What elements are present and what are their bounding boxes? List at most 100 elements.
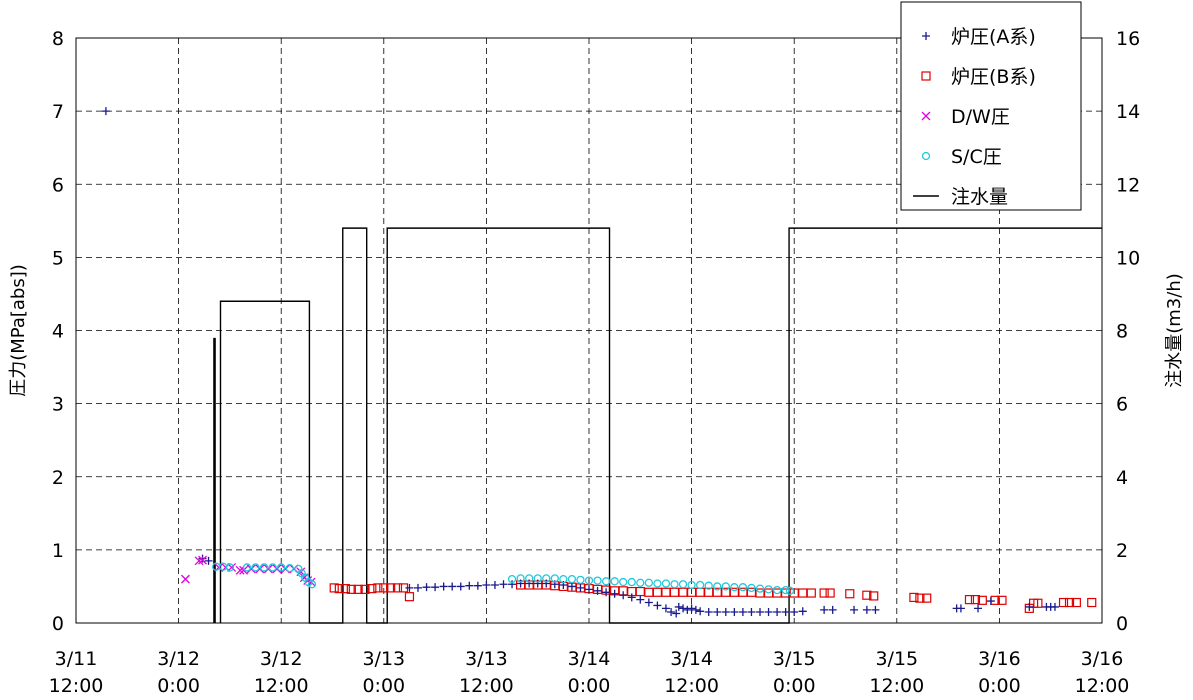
data-point-a: [661, 604, 670, 613]
data-point-b: [825, 588, 835, 598]
data-point-a: [644, 598, 653, 607]
data-point-b: [915, 593, 925, 603]
data-point-sc: [559, 574, 568, 584]
data-point-b: [909, 592, 919, 603]
y-tick-label-right: 12: [1116, 174, 1140, 196]
data-point-a: [567, 582, 576, 591]
y-tick-label-left: 5: [52, 247, 64, 269]
data-point-a: [747, 608, 756, 617]
data-point-sc: [507, 574, 517, 584]
legend-marker-b: [921, 71, 931, 81]
x-tick-label-day: 3/11: [55, 648, 98, 670]
data-point-b: [970, 594, 981, 605]
data-point-b: [964, 594, 975, 605]
data-point-b: [1033, 598, 1043, 608]
x-tick-label-time: 12:00: [254, 675, 309, 697]
x-tick-label-day: 3/15: [773, 648, 816, 670]
data-point-a: [764, 608, 773, 617]
y-tick-label-left: 1: [52, 540, 64, 562]
y-tick-label-left: 4: [52, 321, 64, 343]
y-axis-right-label: 注水量(m3/h): [1164, 273, 1185, 388]
y-tick-label-left: 8: [52, 28, 64, 50]
data-point-a: [687, 604, 696, 613]
data-point-sc: [764, 585, 773, 594]
data-point-sc: [525, 574, 534, 583]
data-point-b: [869, 591, 879, 601]
x-tick-label-time: 0:00: [978, 675, 1021, 697]
data-point-sc: [781, 585, 790, 595]
x-tick-label-time: 0:00: [773, 675, 816, 697]
data-point-a: [525, 579, 534, 588]
y-axis-left-ticks: 0 1 2 3 4 5 6 7 8: [52, 28, 64, 635]
data-point-b: [367, 584, 377, 594]
data-point-dw: [239, 565, 249, 575]
data-point-b: [360, 584, 370, 594]
x-tick-label-time: 12:00: [869, 675, 924, 697]
data-point-sc: [785, 586, 795, 595]
data-point-sc: [704, 581, 713, 590]
data-point-a: [696, 607, 705, 616]
data-point-a: [499, 580, 508, 589]
data-point-a: [490, 580, 499, 589]
data-point-a: [1050, 602, 1059, 611]
y-tick-label-right: 16: [1116, 28, 1140, 50]
data-point-b: [862, 590, 872, 600]
data-point-a: [691, 605, 700, 614]
data-point-a: [850, 605, 859, 614]
data-point-b: [997, 595, 1007, 605]
data-point-sc: [627, 577, 636, 587]
data-point-a: [456, 582, 465, 591]
data-point-a: [956, 604, 965, 613]
data-point-b: [329, 583, 339, 593]
x-tick-label-time: 0:00: [362, 675, 405, 697]
data-point-a: [593, 586, 602, 595]
data-point-a: [610, 589, 619, 598]
x-tick-label-day: 3/16: [1081, 648, 1124, 670]
y-tick-label-right: 10: [1116, 247, 1140, 269]
data-point-sc: [619, 577, 628, 587]
data-point-dw: [227, 562, 237, 572]
data-point-b: [806, 588, 816, 598]
data-point-a: [756, 608, 764, 617]
data-point-a: [405, 583, 414, 592]
x-tick-label-day: 3/13: [465, 648, 508, 670]
data-point-a: [721, 608, 730, 617]
x-tick-label-time: 12:00: [49, 675, 104, 697]
data-point-sc: [755, 584, 765, 593]
data-point-a: [679, 604, 688, 613]
legend-label: D/W圧: [951, 106, 1010, 128]
data-point-sc: [696, 580, 705, 590]
data-point-a: [585, 585, 593, 594]
x-tick-label-day: 3/12: [260, 648, 303, 670]
x-axis-ticks: 3/11 12:00 3/12 0:00 3/12 12:00 3/13 0:00 3/13 12…: [49, 648, 1130, 697]
series-sc-pressure: [212, 562, 795, 595]
data-point-sc: [277, 563, 286, 572]
data-point-a: [862, 605, 871, 614]
data-point-sc: [584, 576, 594, 585]
data-point-sc: [661, 579, 671, 588]
data-point-sc: [601, 577, 611, 586]
data-point-a: [790, 608, 799, 617]
data-point-a: [439, 582, 448, 591]
data-point-sc: [593, 576, 602, 585]
data-point-dw: [198, 555, 207, 565]
data-point-b: [392, 583, 403, 593]
y-tick-label-right: 0: [1116, 613, 1128, 635]
y-tick-label-left: 3: [52, 394, 64, 416]
data-point-a: [871, 605, 880, 614]
data-point-a: [773, 608, 782, 617]
data-point-a: [602, 588, 611, 597]
data-point-sc: [225, 563, 235, 572]
data-point-sc: [567, 574, 577, 584]
data-point-dw: [255, 564, 265, 574]
data-point-sc: [268, 563, 277, 572]
data-point-sc: [307, 580, 317, 589]
legend-marker-a: [922, 32, 930, 40]
data-point-a: [820, 605, 829, 614]
data-point-sc: [670, 580, 679, 589]
y-tick-label-right: 2: [1116, 540, 1128, 562]
data-point-dw: [263, 564, 273, 574]
data-point-a: [542, 579, 551, 588]
legend-marker-dw: [921, 111, 931, 121]
legend-label: 炉圧(B系): [951, 66, 1036, 88]
